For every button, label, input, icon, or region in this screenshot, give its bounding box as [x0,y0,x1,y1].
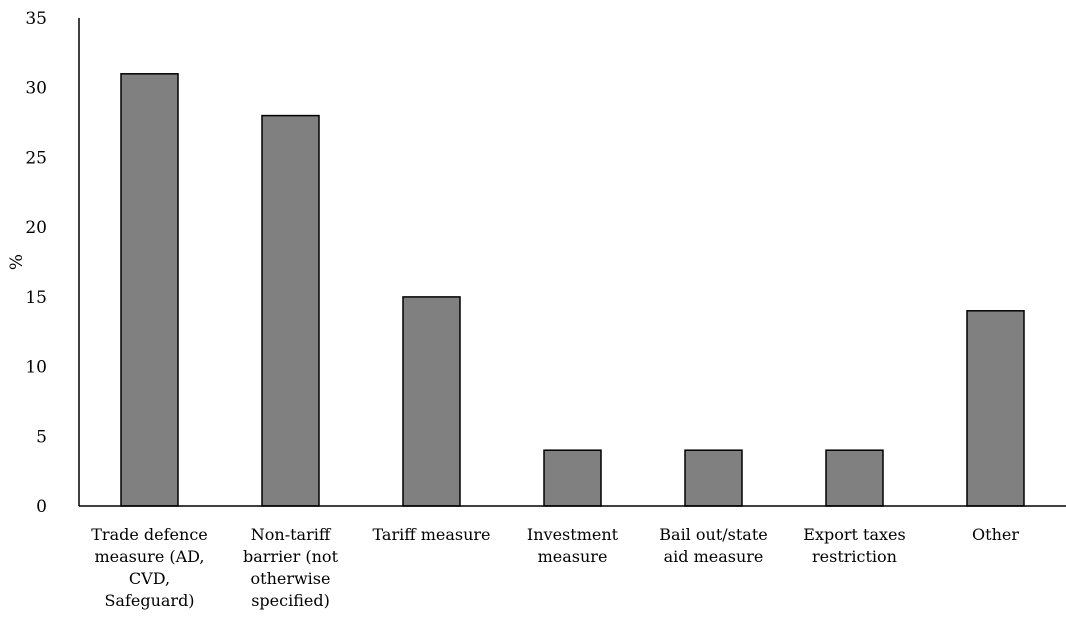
bar [825,449,884,507]
x-tick-label-line: Other [972,525,1019,544]
y-tick-label: 25 [25,148,47,168]
x-tick-label-line: aid measure [664,547,764,566]
x-tick-label-line: Export taxes [803,525,905,544]
x-tick-label-line: Investment [527,525,619,544]
x-tick-label-line: restriction [812,547,897,566]
y-axis-title-group: % [7,254,27,270]
x-tick-label-line: measure [538,547,608,566]
y-tick-label: 15 [25,288,47,308]
x-tick-label: Bail out/state aid measure [659,525,767,566]
bar [684,449,743,507]
y-tick-label: 10 [25,358,47,378]
bar [402,296,461,507]
x-tick-label-line: Tariff measure [373,525,491,544]
x-tick-label: Non-tariff barrier (not otherwise specified… [243,525,339,610]
x-tick-labels: Trade defence measure (AD, CVD, Safeguard) N… [91,525,1019,610]
x-tick-label-line: measure (AD, [94,547,204,566]
bars [120,73,1025,507]
x-tick-label-line: otherwise [251,569,331,588]
axes [78,18,1066,507]
bar [261,114,320,507]
bar [120,73,179,507]
x-tick-label-line: Trade defence [91,525,208,544]
y-tick-labels: 0 5 10 15 20 25 30 35 [25,9,47,517]
x-tick-label-line: CVD, [129,569,170,588]
y-tick-label: 5 [36,427,47,447]
x-tick-label-line: Non-tariff [251,525,332,544]
x-tick-label-line: Bail out/state [659,525,767,544]
y-tick-label: 20 [25,218,47,238]
x-tick-label-line: Safeguard) [104,591,194,610]
y-tick-label: 35 [25,9,47,29]
x-tick-label: Investment measure [527,525,619,566]
bar [543,449,602,507]
x-tick-label: Export taxes restriction [803,525,905,566]
x-tick-label: Tariff measure [373,525,491,544]
y-tick-label: 0 [36,497,47,517]
x-tick-label: Trade defence measure (AD, CVD, Safeguard) [91,525,208,610]
y-axis-title: % [7,254,27,270]
y-tick-label: 30 [25,79,47,99]
bar [966,310,1025,507]
x-tick-label-line: specified) [251,591,330,610]
x-tick-label: Other [972,525,1019,544]
x-tick-label-line: barrier (not [243,547,339,566]
